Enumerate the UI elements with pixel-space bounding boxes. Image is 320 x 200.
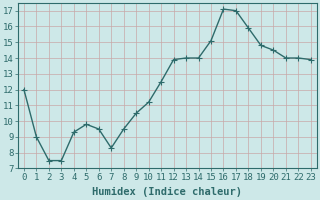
X-axis label: Humidex (Indice chaleur): Humidex (Indice chaleur) [92, 187, 242, 197]
